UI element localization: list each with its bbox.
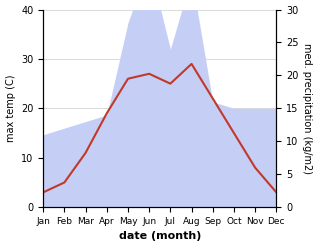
Y-axis label: max temp (C): max temp (C) — [5, 75, 16, 142]
X-axis label: date (month): date (month) — [119, 231, 201, 242]
Y-axis label: med. precipitation (kg/m2): med. precipitation (kg/m2) — [302, 43, 313, 174]
